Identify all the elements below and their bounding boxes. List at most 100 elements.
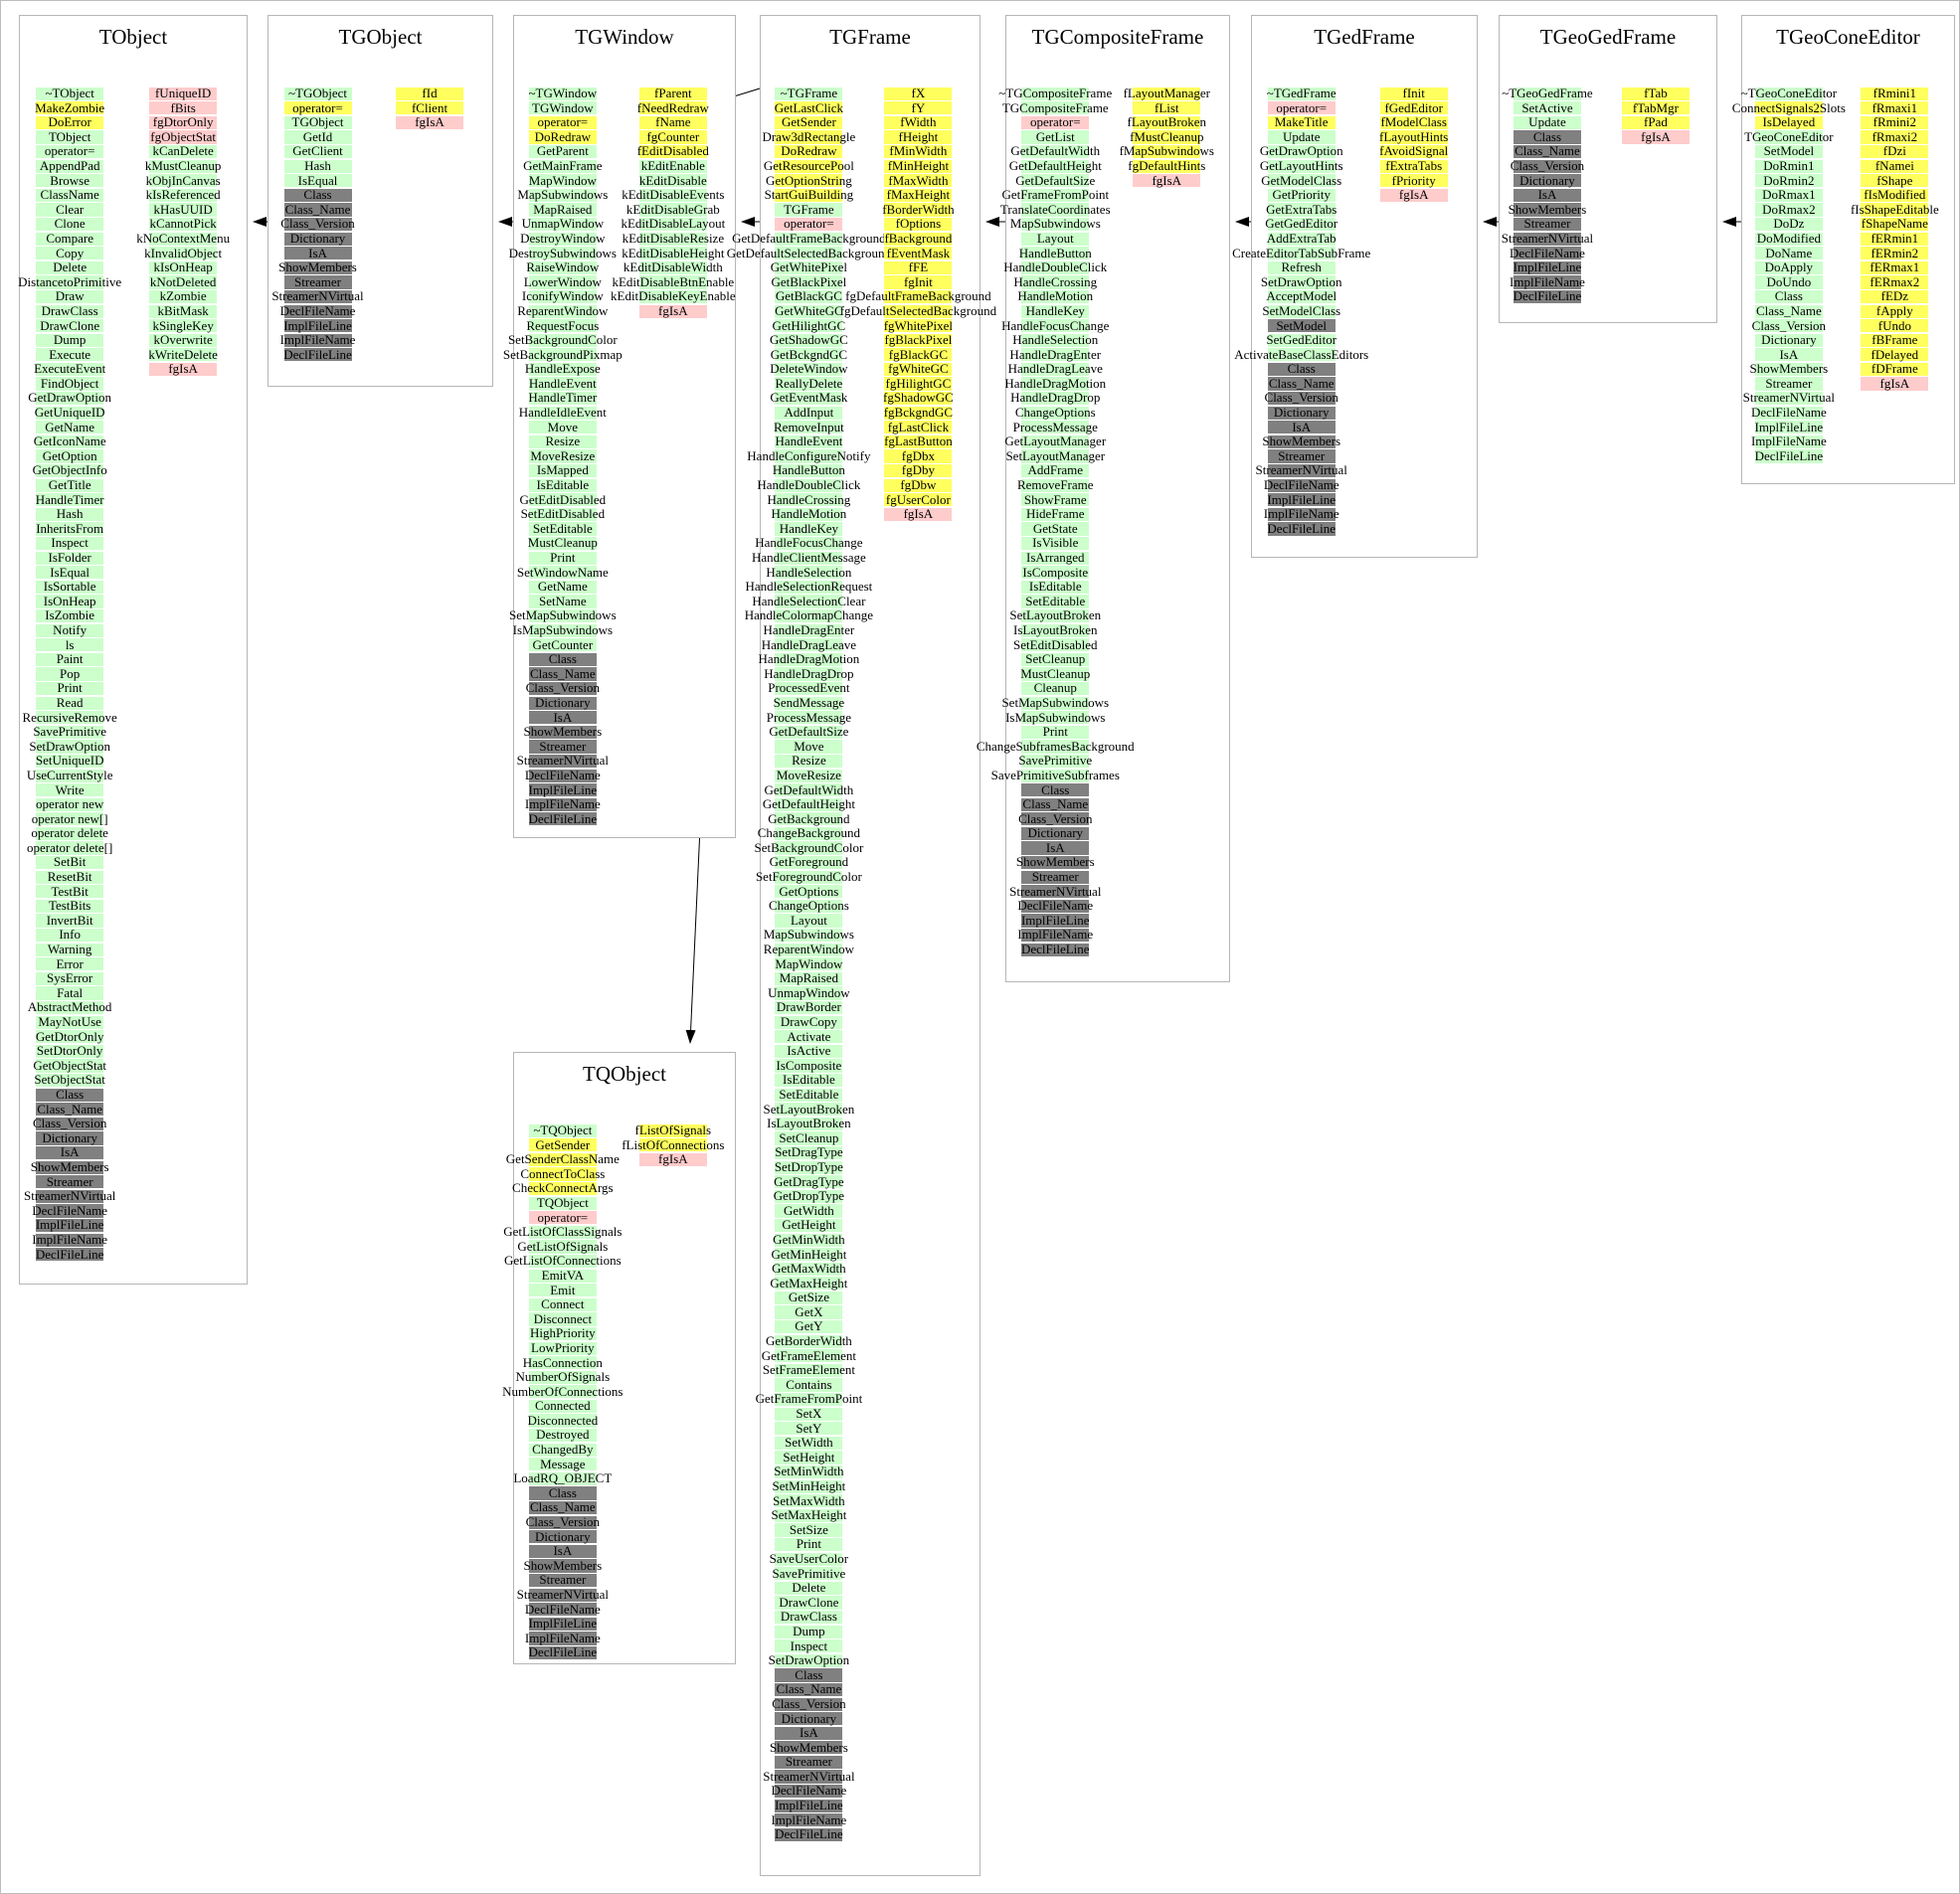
member-cell-background xyxy=(775,740,843,754)
member-label: ReallyDelete xyxy=(775,375,843,391)
member-label: HideFrame xyxy=(1026,506,1085,522)
member-cell-background xyxy=(1754,377,1823,391)
member-row: Copy xyxy=(20,246,119,261)
member-label: HandleDragLeave xyxy=(761,636,857,652)
member-row: kNoContextMenu xyxy=(119,231,247,247)
member-cell-background xyxy=(1513,174,1581,188)
member-row: SetCleanup xyxy=(761,1130,857,1146)
member-row: Class_Version xyxy=(20,1116,119,1131)
member-cell-background xyxy=(283,203,352,217)
member-label: fHeight xyxy=(898,128,939,144)
member-row: Dictionary xyxy=(514,1529,612,1545)
member-row: MustCleanup xyxy=(514,535,612,551)
member-row: ChangeOptions xyxy=(761,898,857,914)
member-row: fIsModified xyxy=(1836,187,1954,203)
member-row: DeclFileName xyxy=(761,1784,857,1799)
member-row: Class xyxy=(1006,782,1105,798)
member-row: GetMaxHeight xyxy=(761,1276,857,1291)
member-row: kIsOnHeap xyxy=(119,259,247,275)
member-label: operator= xyxy=(1276,99,1328,115)
member-label: Class_Version xyxy=(1264,390,1338,406)
member-row: HandleDoubleClick xyxy=(757,477,860,493)
member-label: MayNotUse xyxy=(38,1014,101,1029)
member-cell-background xyxy=(36,1189,104,1203)
member-label: DestroyWindow xyxy=(520,230,606,246)
member-label: HandleButton xyxy=(1018,245,1092,260)
member-row: GetBorderWidth xyxy=(761,1333,857,1349)
member-row: ReparentWindow xyxy=(761,942,857,957)
member-cell-background xyxy=(283,275,352,289)
member-row: SetX xyxy=(761,1406,857,1422)
member-label: SetActive xyxy=(1521,99,1573,115)
member-cell-background xyxy=(528,392,597,406)
member-cell-background xyxy=(36,652,104,666)
member-label: TQObject xyxy=(536,1194,589,1210)
member-label: MapWindow xyxy=(528,172,597,188)
member-row: IsFolder xyxy=(20,550,119,566)
member-cell-background xyxy=(149,232,218,246)
member-row: MapRaised xyxy=(514,202,612,218)
member-label: GetDrawOption xyxy=(1259,143,1343,159)
member-cell-background xyxy=(1861,188,1929,202)
member-cell-background xyxy=(528,608,597,623)
member-label: DrawCopy xyxy=(780,1014,837,1029)
member-label: MapSubwindows xyxy=(517,187,609,203)
member-label: ImplFileName xyxy=(279,332,356,348)
member-cell-background xyxy=(36,740,104,754)
member-row: TestBit xyxy=(20,884,119,900)
member-cell-background xyxy=(1021,275,1090,289)
member-cell-background xyxy=(775,304,843,318)
member-cell-background xyxy=(775,1741,843,1755)
member-cell-background xyxy=(1754,304,1823,318)
member-row: TGCompositeFrame xyxy=(1002,100,1109,116)
member-row: HandleDoubleClick xyxy=(1003,259,1107,275)
member-cell-background xyxy=(884,377,953,391)
member-label: kCannotPick xyxy=(149,216,217,232)
member-row: GetDropType xyxy=(761,1188,857,1204)
member-label: GetLastClick xyxy=(774,99,844,115)
member-row: ImplFileName xyxy=(1742,433,1836,449)
member-label: ImplFileLine xyxy=(35,1217,104,1233)
member-label: GetDefaultWidth xyxy=(1010,143,1101,159)
member-label: Dump xyxy=(53,332,87,348)
member-cell-background xyxy=(1021,406,1090,420)
member-row: fOptions xyxy=(857,216,980,232)
member-cell-background xyxy=(528,159,597,173)
member-row: HandleMotion xyxy=(761,506,857,522)
member-cell-background xyxy=(1021,929,1090,943)
member-row: GetOptionString xyxy=(761,173,857,189)
member-row: SendMessage xyxy=(761,695,857,711)
member-cell-background xyxy=(775,841,843,855)
member-label: HandleKey xyxy=(1025,302,1085,318)
member-label: GetMinWidth xyxy=(773,1231,845,1247)
member-row: DoRmin1 xyxy=(1742,158,1836,174)
member-cell-background xyxy=(1267,348,1336,362)
member-label: fLayoutBroken xyxy=(1127,114,1206,130)
member-row: fUniqueID xyxy=(119,86,247,101)
member-label: fShapeName xyxy=(1861,216,1928,232)
member-row: IsSortable xyxy=(20,579,119,595)
member-label: ResetBit xyxy=(47,869,92,885)
member-cell-background xyxy=(638,188,707,202)
member-row: fLayoutManager xyxy=(1105,86,1229,101)
member-cell-background xyxy=(1021,826,1090,841)
member-row: Dictionary xyxy=(1500,173,1595,189)
member-row: Print xyxy=(20,680,119,696)
member-label: kEditDisableBtnEnable xyxy=(612,273,735,289)
member-cell-background xyxy=(1754,362,1823,377)
member-row: HandleIdleEvent xyxy=(514,405,612,421)
member-row: GetFrameElement xyxy=(761,1348,857,1364)
member-row: fExtraTabs xyxy=(1350,158,1477,174)
member-label: SetFrameElement xyxy=(762,1362,855,1378)
member-row: DeclFileLine xyxy=(514,1644,612,1660)
member-cell-background xyxy=(1513,247,1581,260)
member-row: Class_Version xyxy=(1252,391,1350,406)
member-cell-background xyxy=(884,217,953,232)
member-row: fERmin1 xyxy=(1836,231,1954,247)
member-label: AbstractMethod xyxy=(27,999,112,1015)
member-row: SetSize xyxy=(761,1522,857,1538)
member-label: IsEqual xyxy=(50,564,90,580)
member-cell-background xyxy=(1021,943,1090,956)
member-cell-background xyxy=(1513,188,1581,202)
member-cell-background xyxy=(1754,101,1823,115)
